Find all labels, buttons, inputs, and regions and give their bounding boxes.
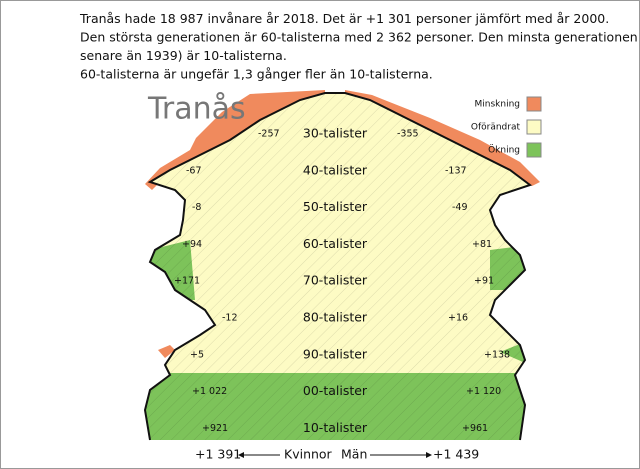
- men-change: -49: [452, 202, 468, 213]
- men-change: -137: [445, 165, 467, 176]
- women-change: -257: [258, 129, 280, 140]
- generation-label: 70-talister: [303, 273, 368, 288]
- generation-label: 30-talister: [303, 126, 368, 141]
- men-total: +1 439: [433, 447, 479, 462]
- women-total: +1 391: [195, 447, 241, 462]
- intro-line: senare än 1939) är 10-talisterna.: [80, 48, 287, 63]
- legend-swatch: [526, 119, 542, 135]
- legend-label: Minskning: [475, 100, 521, 110]
- chart-title: Tranås: [147, 92, 246, 127]
- pyramid: [143, 90, 540, 441]
- legend-label: Ökning: [488, 145, 520, 156]
- men-change: +961: [462, 423, 488, 434]
- women-change: +94: [182, 239, 202, 250]
- intro: Tranås hade 18 987 invånare år 2018. Det…: [79, 11, 640, 82]
- men-label: Män: [341, 447, 367, 462]
- outline: [143, 92, 533, 441]
- generation-label: 40-talister: [303, 162, 368, 177]
- legend: Minskning Oförändrat Ökning: [471, 96, 542, 158]
- intro-line: Den största generationen är 60-talistern…: [80, 30, 640, 45]
- generation-label: 00-talister: [303, 383, 368, 398]
- decline-left-2: [158, 345, 175, 358]
- legend-label: Oförändrat: [471, 123, 521, 133]
- intro-line: Tranås hade 18 987 invånare år 2018. Det…: [79, 11, 609, 26]
- legend-swatch: [526, 96, 542, 112]
- footer: +1 391 Kvinnor Män +1 439: [195, 447, 479, 462]
- men-change: +91: [474, 276, 494, 287]
- women-change: +921: [202, 423, 228, 434]
- generation-label: 10-talister: [303, 420, 368, 435]
- intro-line: 60-talisterna är ungefär 1,3 gånger fler…: [80, 67, 433, 82]
- generation-label: 50-talister: [303, 199, 368, 214]
- arrowhead: [426, 452, 432, 458]
- men-change: +138: [484, 349, 510, 360]
- women-change: +5: [190, 349, 204, 360]
- decline-left: [145, 90, 325, 190]
- men-change: +16: [448, 313, 468, 324]
- generation-label: 80-talister: [303, 310, 368, 325]
- decline-right: [345, 90, 540, 186]
- women-change: -8: [192, 202, 201, 213]
- men-change: +1 120: [466, 386, 501, 397]
- women-change: +171: [174, 276, 200, 287]
- generation-label: 90-talister: [303, 346, 368, 361]
- women-change: +1 022: [192, 386, 227, 397]
- women-change: -12: [222, 313, 238, 324]
- women-label: Kvinnor: [284, 447, 333, 462]
- generation-label: 60-talister: [303, 236, 368, 251]
- arrowhead: [238, 452, 244, 458]
- legend-swatch: [526, 142, 542, 158]
- men-change: -355: [397, 129, 419, 140]
- generations: 30-talister -257 -355 40-talister -67 -137 50-…: [174, 126, 510, 435]
- men-change: +81: [472, 239, 492, 250]
- women-change: -67: [186, 165, 202, 176]
